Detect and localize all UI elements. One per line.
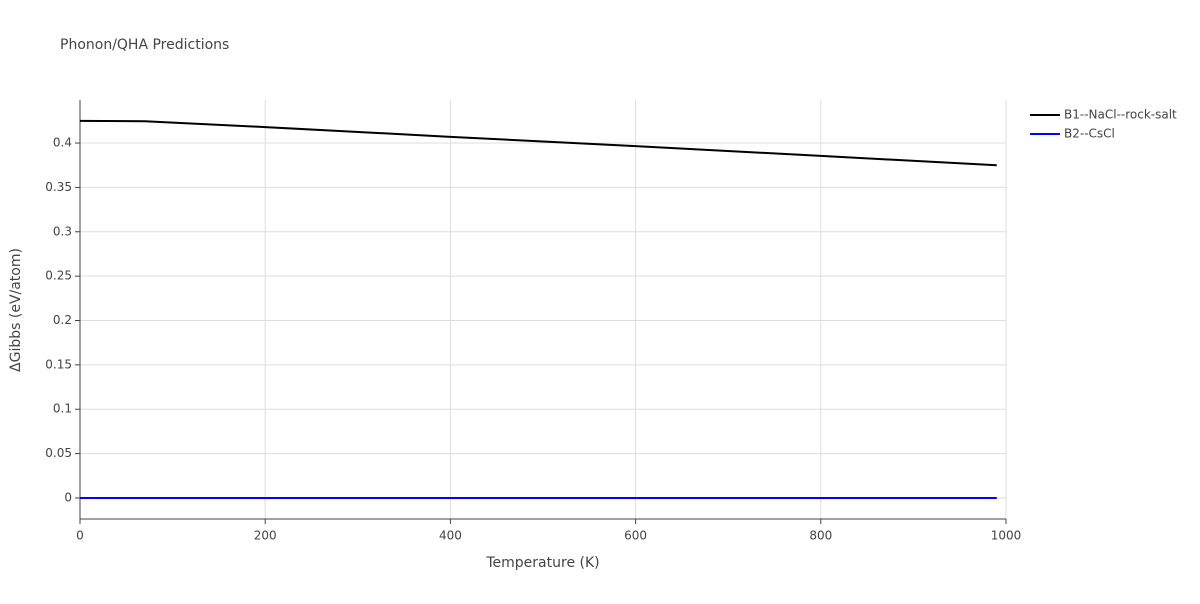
x-tick-label: 600 — [624, 529, 647, 543]
series-line — [79, 119, 997, 167]
x-tick-label: 800 — [809, 529, 832, 543]
y-tick-label: 0.2 — [53, 313, 72, 327]
y-tick-label: 0 — [64, 490, 72, 504]
x-tick-label: 1000 — [991, 529, 1022, 543]
x-tick-label: 0 — [76, 529, 84, 543]
x-tick-label: 200 — [254, 529, 277, 543]
y-tick-label: 0.35 — [45, 180, 72, 194]
y-axis-label: ΔGibbs (eV/atom) — [8, 248, 24, 372]
y-tick-label: 0.15 — [45, 357, 72, 371]
y-tick-label: 0.25 — [45, 269, 72, 283]
x-axis-label: Temperature (K) — [485, 555, 599, 571]
legend-label: B1--NaCl--rock-salt — [1064, 108, 1177, 122]
chart-title: Phonon/QHA Predictions — [60, 37, 229, 53]
y-tick-label: 0.1 — [53, 402, 72, 416]
x-tick-label: 400 — [439, 529, 462, 543]
y-tick-label: 0.4 — [53, 136, 72, 150]
y-tick-label: 0.05 — [45, 446, 72, 460]
y-tick-label: 0.3 — [53, 224, 72, 238]
legend-label: B2--CsCl — [1064, 127, 1115, 141]
